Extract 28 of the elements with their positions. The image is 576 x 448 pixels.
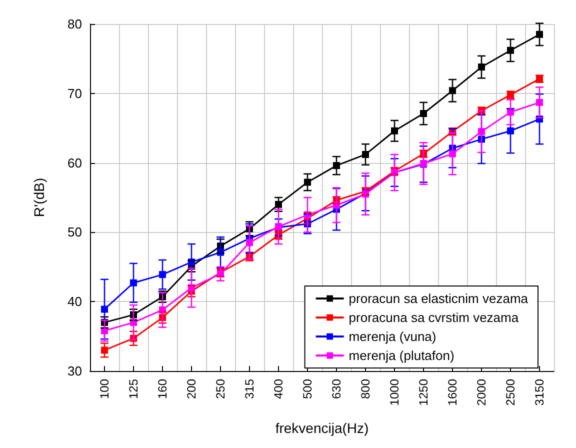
x-tick-label: 315 — [242, 378, 256, 400]
x-tick-label: 1250 — [416, 378, 430, 406]
y-tick-label: 40 — [68, 294, 82, 310]
x-tick-label: 800 — [358, 378, 372, 400]
x-tick-label: 2000 — [474, 378, 488, 406]
x-tick-label: 500 — [300, 378, 314, 400]
y-tick-label: 30 — [68, 364, 82, 378]
legend-label: proracuna sa cvrstim vezama — [348, 310, 520, 325]
x-tick-label: 400 — [272, 378, 286, 400]
x-tick-label: 630 — [330, 378, 344, 400]
x-tick-label: 3150 — [532, 378, 546, 406]
legend-label: merenja (vuna) — [348, 329, 436, 344]
y-tick-label: 80 — [68, 16, 82, 32]
y-tick-label: 70 — [68, 86, 82, 101]
legend-label: merenja (plutafon) — [348, 348, 454, 363]
x-tick-label: 2500 — [504, 378, 518, 406]
legend-label: proracun sa elasticnim vezama — [348, 291, 529, 306]
x-tick-label: 100 — [98, 378, 112, 400]
x-tick-label: 1600 — [446, 378, 460, 406]
x-axis-title: frekvencija(Hz) — [275, 420, 369, 436]
x-tick-label: 125 — [126, 378, 140, 400]
y-tick-label: 60 — [68, 155, 82, 170]
x-tick-label: 200 — [184, 378, 198, 400]
y-tick-label: 50 — [68, 224, 82, 240]
x-tick-label: 160 — [156, 378, 170, 400]
x-tick-label: 250 — [214, 378, 228, 400]
y-axis-title: R'(dB) — [31, 178, 47, 218]
x-tick-label: 1000 — [388, 378, 402, 406]
